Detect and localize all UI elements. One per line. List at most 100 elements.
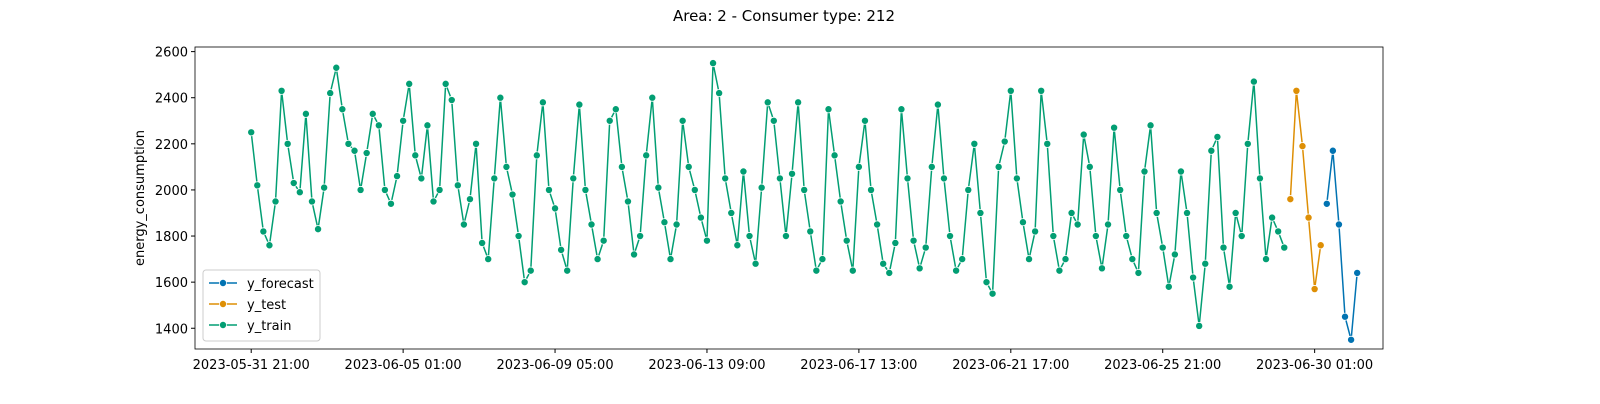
data-point [1031,227,1040,236]
data-point [374,121,383,130]
data-point [465,195,474,204]
data-point [1353,268,1362,277]
data-point [958,255,967,264]
data-point [1049,232,1058,241]
data-point [897,105,906,114]
y-tick-label: 2000 [155,184,188,199]
data-point [970,139,979,148]
data-point [1122,232,1131,241]
data-point [964,185,973,194]
data-point [630,250,639,259]
data-point [490,174,499,183]
data-point [405,79,414,88]
data-point [563,266,572,275]
data-point [271,197,280,206]
data-point [1286,195,1295,204]
data-point [1328,146,1337,155]
data-point [885,268,894,277]
data-point [903,174,912,183]
data-point [1037,86,1046,95]
data-point [666,255,675,264]
data-point [921,243,930,252]
data-point [636,232,645,241]
series-line [1326,150,1358,340]
data-point [1316,241,1325,250]
data-point [915,264,924,273]
data-point [326,89,335,98]
data-point [794,98,803,107]
data-point [423,121,432,130]
data-point [994,162,1003,171]
data-point [429,197,438,206]
data-point [569,174,578,183]
data-point [952,266,961,275]
data-point [1280,243,1289,252]
data-point [393,172,402,181]
data-point [1140,167,1149,176]
data-point [581,185,590,194]
data-point [1055,266,1064,275]
data-point [532,151,541,160]
data-point [1262,255,1271,264]
data-point [1104,220,1113,229]
data-point [1341,312,1350,321]
data-point [1043,139,1052,148]
data-point [1116,185,1125,194]
data-point [417,174,426,183]
y-tick-label: 2400 [155,92,188,107]
data-point [824,105,833,114]
data-point [1292,86,1301,95]
x-tick-label: 2023-06-30 01:00 [1256,358,1373,373]
series-line [1289,90,1322,290]
data-point [1091,232,1100,241]
data-point [1298,142,1307,151]
data-point [933,100,942,109]
data-point [447,96,456,105]
data-point [1225,282,1234,291]
data-point [879,259,888,268]
data-point [1268,213,1277,222]
data-point [1170,250,1179,259]
data-point [283,139,292,148]
data-point [356,185,365,194]
data-point [514,232,523,241]
data-point [362,149,371,158]
data-point [1097,264,1106,273]
data-point [611,105,620,114]
data-point [320,183,329,192]
data-point [399,116,408,125]
data-point [623,197,632,206]
data-point [860,116,869,125]
legend-label: y_train [247,319,291,334]
legend: y_forecast y_test y_train [202,269,321,342]
x-tick-label: 2023-05-31 21:00 [193,358,310,373]
data-point [1110,123,1119,132]
data-point [806,227,815,236]
data-point [1012,174,1021,183]
data-point [739,167,748,176]
data-point [1189,273,1198,282]
data-point [1219,243,1228,252]
legend-marker [218,278,227,287]
data-point [873,220,882,229]
data-point [496,93,505,102]
data-point [1183,208,1192,217]
data-point [1061,255,1070,264]
data-point [1237,232,1246,241]
data-point [642,151,651,160]
data-point [1304,213,1313,222]
data-point [605,116,614,125]
data-point [1158,243,1167,252]
data-point [939,174,948,183]
x-tick-label: 2023-06-21 17:00 [952,358,1069,373]
data-point [508,190,517,199]
y-axis-label: energy_consumption [133,130,148,266]
y-tick-label: 2600 [155,46,188,61]
data-point [386,199,395,208]
data-point [1207,146,1216,155]
data-point [842,236,851,245]
data-point [1000,137,1009,146]
data-point [788,169,797,178]
data-point [976,208,985,217]
